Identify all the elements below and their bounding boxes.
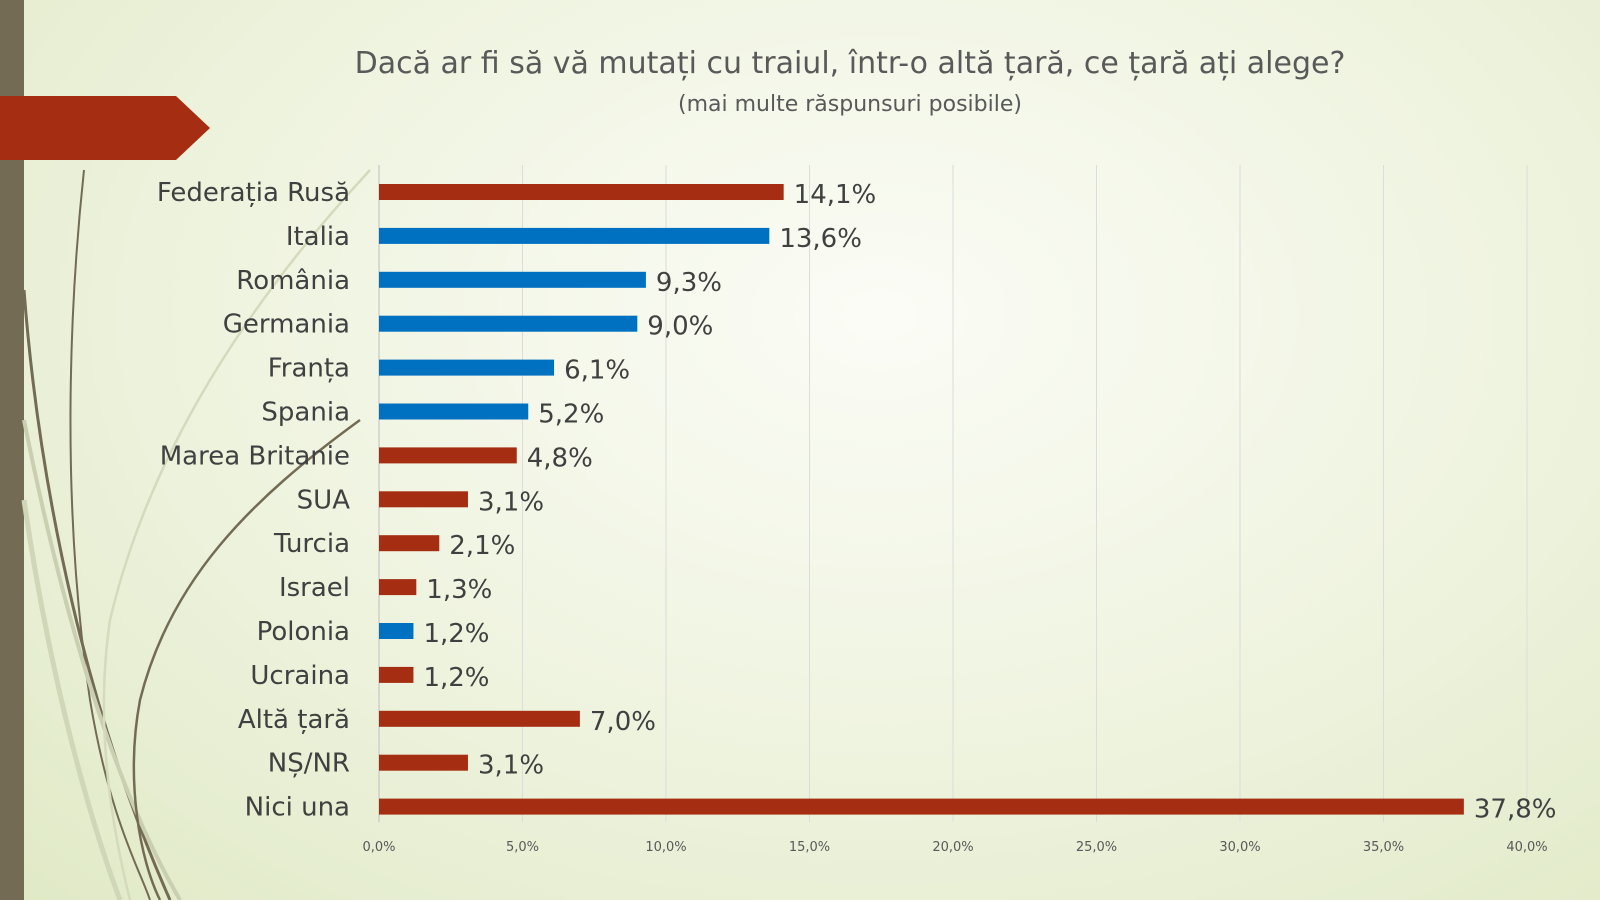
- x-tick-label: 0,0%: [362, 840, 395, 855]
- chart-subtitle: (mai multe răspunsuri posibile): [678, 92, 1022, 117]
- bar: [379, 491, 468, 508]
- bar: [379, 623, 414, 639]
- x-tick-label: 35,0%: [1363, 840, 1404, 855]
- value-label: 14,1%: [794, 180, 877, 210]
- category-label: Polonia: [257, 617, 350, 647]
- category-label: Spania: [261, 398, 350, 428]
- value-label: 3,1%: [478, 751, 544, 781]
- value-label: 2,1%: [449, 531, 515, 561]
- x-tick-label: 25,0%: [1076, 840, 1117, 855]
- x-tick-label: 20,0%: [932, 840, 973, 855]
- category-label: Israel: [279, 573, 350, 603]
- category-label: Italia: [286, 222, 350, 252]
- category-label: Ucraina: [250, 661, 350, 691]
- bar: [379, 447, 517, 464]
- value-label: 9,3%: [656, 268, 722, 298]
- category-label: Turcia: [273, 529, 350, 559]
- bar: [379, 754, 468, 771]
- value-label: 13,6%: [779, 224, 862, 254]
- bar: [379, 227, 770, 244]
- value-label: 6,1%: [564, 356, 630, 386]
- category-label: NȘ/NR: [268, 749, 350, 779]
- value-label: 3,1%: [478, 487, 544, 517]
- x-tick-label: 5,0%: [506, 840, 539, 855]
- bar: [379, 315, 638, 332]
- category-label: Marea Britanie: [160, 441, 350, 471]
- category-label: SUA: [297, 485, 351, 515]
- value-label: 1,2%: [423, 663, 489, 693]
- category-label: Federația Rusă: [157, 178, 350, 208]
- bar: [379, 184, 784, 200]
- value-label: 9,0%: [647, 312, 713, 342]
- value-label: 4,8%: [527, 443, 593, 473]
- bar: [379, 359, 555, 376]
- bar: [379, 403, 529, 420]
- red-arrow-banner: [0, 96, 210, 160]
- bar: [379, 798, 1464, 815]
- bar: [379, 271, 646, 288]
- bar: [379, 710, 580, 727]
- category-label: Franța: [268, 354, 350, 384]
- bar: [379, 535, 440, 552]
- bar: [379, 666, 414, 683]
- category-label: Nici una: [245, 793, 350, 823]
- chart-title: Dacă ar fi să vă mutați cu traiul, într-…: [354, 46, 1346, 81]
- value-label: 7,0%: [590, 707, 656, 737]
- x-tick-label: 10,0%: [645, 840, 686, 855]
- value-label: 1,2%: [423, 619, 489, 649]
- x-tick-label: 30,0%: [1219, 840, 1260, 855]
- value-label: 5,2%: [538, 400, 604, 430]
- bar: [379, 579, 417, 596]
- x-tick-label: 40,0%: [1506, 840, 1547, 855]
- category-label: Altă țară: [238, 705, 350, 735]
- category-label: România: [236, 266, 350, 296]
- value-label: 1,3%: [426, 575, 492, 605]
- x-tick-label: 15,0%: [789, 840, 830, 855]
- value-label: 37,8%: [1474, 795, 1557, 825]
- category-label: Germania: [223, 310, 350, 340]
